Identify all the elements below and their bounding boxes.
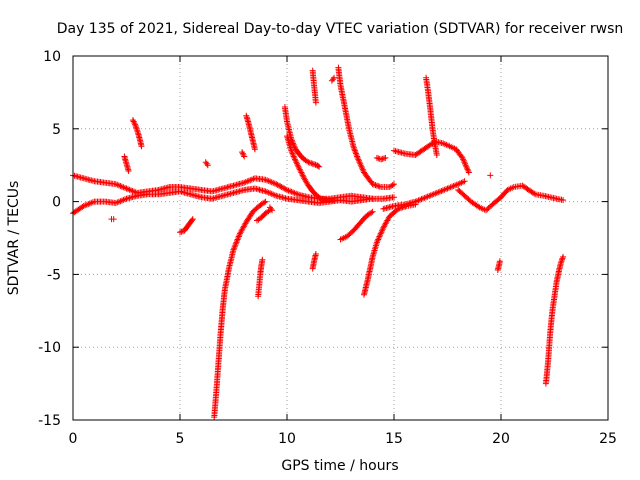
y-tick-label: -10 — [38, 340, 61, 356]
series-fragment-12.2h — [328, 74, 338, 84]
y-tick-label: 5 — [52, 122, 61, 138]
series-markers — [211, 198, 269, 421]
series-markers — [335, 64, 397, 190]
series-fragment-2.4h — [121, 153, 132, 174]
series-steep-rise-22h — [542, 253, 567, 387]
series-fragment-2.7h — [129, 117, 145, 150]
series-fragment-11.3h-high — [309, 67, 319, 106]
series-steep-rise-7h — [211, 198, 269, 421]
chart-title: Day 135 of 2021, Sidereal Day-to-day VTE… — [57, 21, 624, 37]
series-markers — [309, 67, 319, 106]
ticks-layer: 0 5 10 15 20 25 -15 -10 -5 0 5 10 — [38, 49, 617, 447]
y-tick-label: -15 — [38, 413, 61, 429]
series-markers — [108, 216, 117, 223]
series-fragment-6.3h — [202, 159, 211, 169]
series-fragment-9.2h — [266, 204, 275, 214]
series-markers — [328, 74, 338, 84]
series-markers — [243, 112, 258, 153]
series-markers — [494, 258, 503, 273]
series-markers — [177, 216, 196, 236]
plot-frame — [72, 55, 609, 421]
y-tick-label: 0 — [52, 195, 61, 211]
x-tick-label: 5 — [176, 431, 185, 447]
series-markers — [121, 153, 132, 174]
series-markers — [361, 201, 419, 298]
series-markers — [337, 208, 376, 243]
series-markers — [309, 251, 319, 272]
series-arc-10-11h — [284, 133, 338, 204]
x-tick-label: 25 — [599, 431, 617, 447]
x-tick-label: 0 — [69, 431, 78, 447]
series-markers — [542, 253, 567, 387]
series-markers — [255, 256, 266, 300]
series-markers — [202, 159, 211, 169]
series-fragment-14.3h — [373, 154, 389, 163]
series-fragment-8.9h — [254, 207, 273, 224]
series-fragment-8.1h — [243, 112, 258, 153]
series-arc-descending-10h — [281, 104, 323, 170]
series-arc-16-18h — [391, 138, 472, 176]
series-fragment-19.9h — [494, 258, 503, 273]
series-late-baseline — [455, 182, 567, 214]
points-layer — [70, 64, 567, 421]
series-fragment-19.5h — [487, 172, 494, 179]
x-tick-label: 20 — [492, 431, 510, 447]
y-tick-label: 10 — [43, 49, 61, 65]
series-markers — [423, 74, 440, 158]
series-arc-12.5-14h-lower — [337, 208, 376, 243]
series-markers — [239, 149, 248, 160]
series-fragment-5.1h — [177, 216, 196, 236]
series-fragment-1.8h — [108, 216, 117, 223]
x-axis-label: GPS time / hours — [281, 458, 398, 474]
series-markers — [129, 117, 145, 150]
series-fragment-8.7h — [255, 256, 266, 300]
series-markers — [373, 154, 389, 163]
series-arc-descending-12h — [335, 64, 397, 190]
y-tick-label: -5 — [47, 267, 61, 283]
series-fragment-7.9h — [239, 149, 248, 160]
series-markers — [391, 138, 472, 176]
series-markers — [266, 204, 275, 214]
y-axis-label: SDTVAR / TECUs — [6, 181, 22, 296]
series-steep-rise-13.8h — [361, 201, 419, 298]
series-fragment-11.2h-low — [309, 251, 319, 272]
series-markers — [455, 182, 567, 214]
series-arc-16.5h-peak — [423, 74, 440, 158]
series-markers — [254, 207, 273, 224]
x-tick-label: 10 — [278, 431, 296, 447]
series-markers — [281, 104, 323, 170]
series-markers — [487, 172, 494, 179]
x-tick-label: 15 — [385, 431, 403, 447]
series-markers — [284, 133, 338, 204]
